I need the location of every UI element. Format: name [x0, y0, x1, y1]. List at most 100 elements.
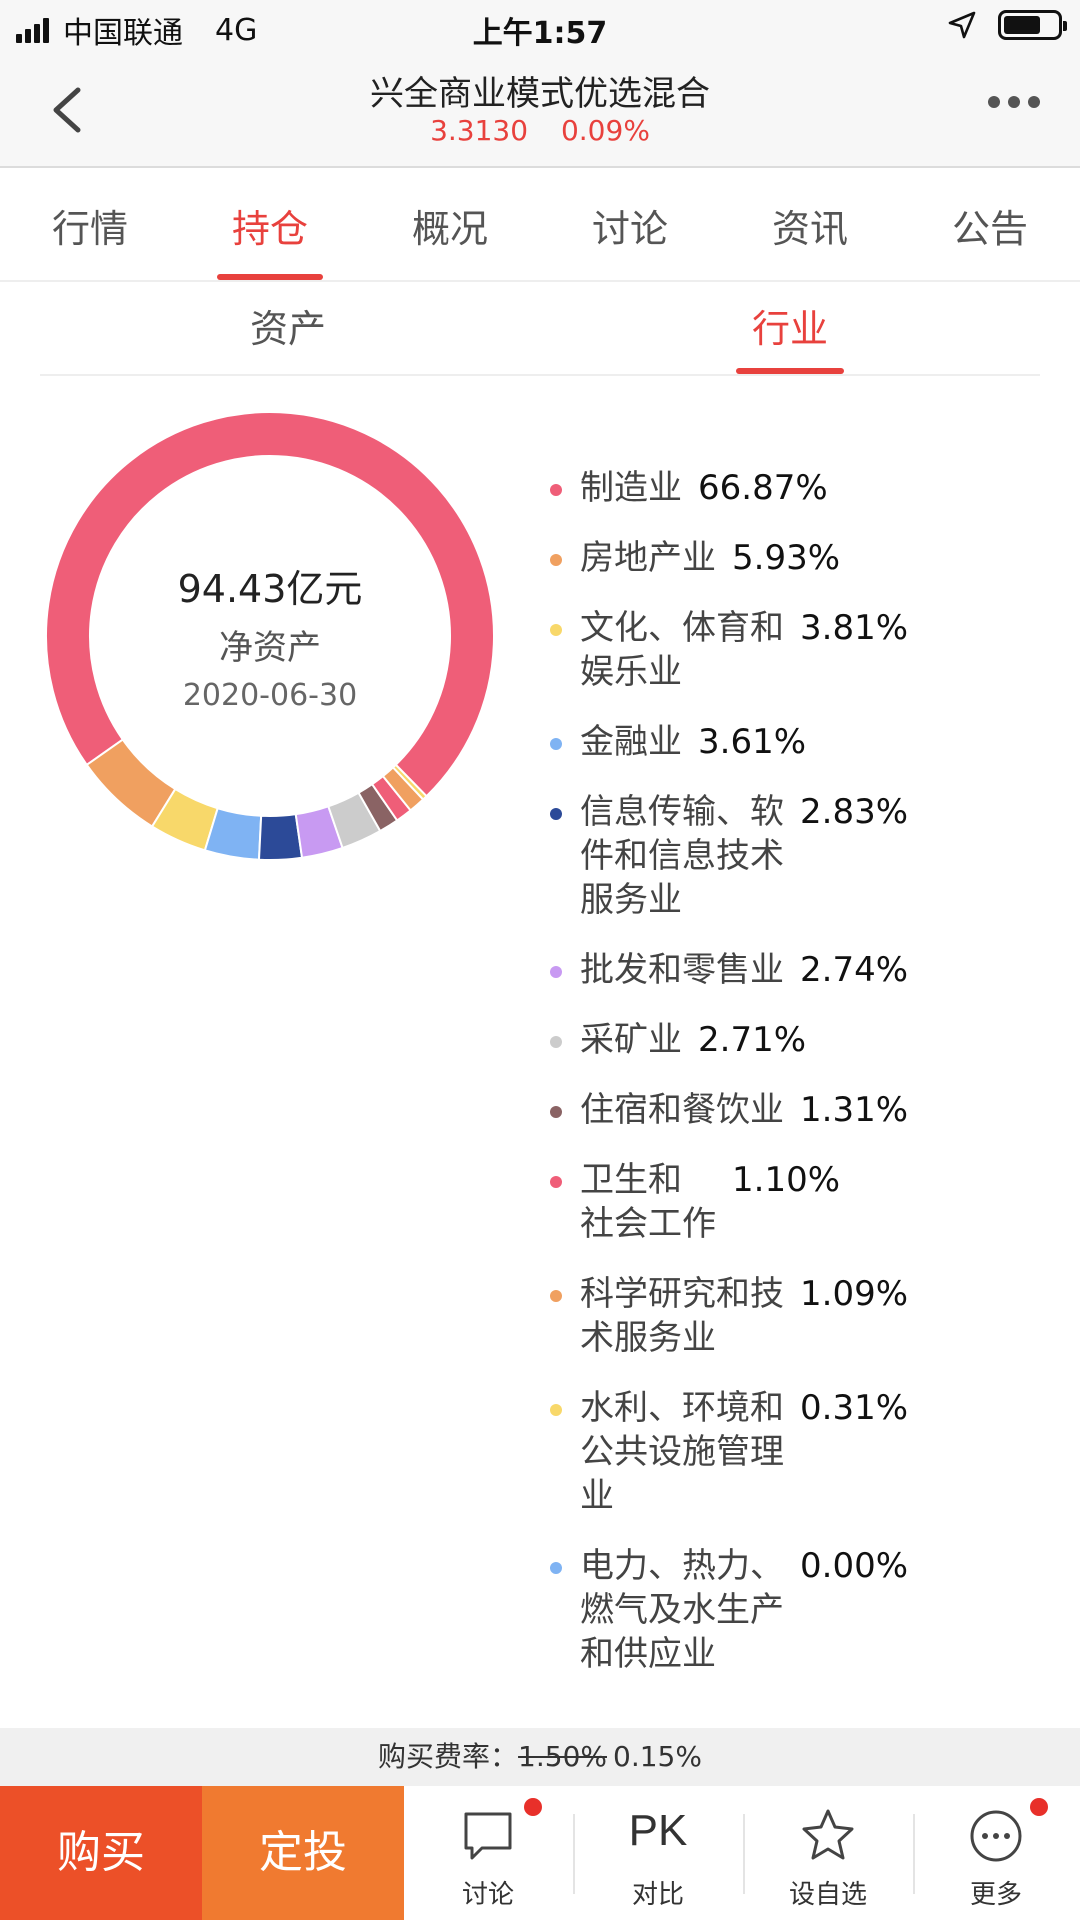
more-label: 更多 — [969, 1880, 1022, 1910]
industry-donut-chart — [45, 411, 495, 861]
legend-value: 2.83% — [800, 792, 909, 832]
legend-item: 科学研究和技 术服务业 1.09% — [550, 1272, 1050, 1360]
legend-name: 金融业 — [580, 722, 682, 762]
nav-bar: 兴全商业模式优选混合 3.3130 0.09% — [0, 56, 1080, 168]
divider — [743, 1814, 745, 1894]
location-arrow-icon — [948, 11, 976, 39]
tab-discussion[interactable]: 讨论 — [591, 207, 668, 251]
legend-dot — [550, 554, 562, 566]
fee-label: 购买费率： — [378, 1740, 519, 1773]
sub-tabs: 资产 行业 — [40, 284, 1040, 376]
donut-slice-10 — [391, 763, 428, 801]
subtab-industry[interactable]: 行业 — [752, 307, 829, 351]
tab-overview[interactable]: 概况 — [411, 207, 488, 251]
divider — [573, 1814, 575, 1894]
more-button[interactable]: 更多 — [912, 1786, 1080, 1920]
fee-original: 1.50% — [518, 1740, 607, 1773]
legend-value: 1.31% — [800, 1090, 909, 1130]
donut-center: 94.43亿元 净资产 2020-06-30 — [40, 406, 500, 866]
status-bar: 中国联通 4G 上午1:57 — [0, 0, 1080, 56]
fee-current: 0.15% — [613, 1740, 702, 1773]
legend-name: 批发和零售业 — [580, 950, 784, 990]
legend-name: 采矿业 — [580, 1020, 682, 1060]
fund-title: 兴全商业模式优选混合 — [370, 74, 710, 114]
chat-bubble-icon — [464, 1812, 512, 1860]
industry-legend: 制造业 66.87% 房地产业 5.93% 文化、体育和 娱乐业 3.81% 金融业 3.61%… — [550, 466, 1050, 1702]
legend-dot — [550, 624, 562, 636]
tab-news[interactable]: 资讯 — [771, 207, 848, 251]
legend-value: 0.00% — [800, 1546, 909, 1586]
legend-item: 水利、环境和 公共设施管理业 0.31% — [550, 1386, 1050, 1518]
tab-announcements[interactable]: 公告 — [951, 207, 1028, 251]
legend-value: 66.87% — [698, 468, 828, 508]
active-subtab-indicator — [736, 368, 844, 374]
legend-name: 电力、热力、 燃气及水生产 和供应业 — [580, 1546, 784, 1674]
fund-change: 0.09% — [560, 114, 650, 147]
compare-button[interactable]: PK 对比 — [574, 1786, 742, 1920]
battery-icon — [998, 10, 1067, 40]
legend-item: 文化、体育和 娱乐业 3.81% — [550, 606, 1050, 694]
legend-item: 制造业 66.87% — [550, 466, 1050, 510]
legend-dot — [550, 966, 562, 978]
status-right — [948, 10, 1067, 40]
legend-name: 卫生和 社会工作 — [580, 1160, 716, 1244]
legend-value: 2.71% — [698, 1020, 807, 1060]
status-time: 上午1:57 — [472, 16, 608, 51]
legend-name: 水利、环境和 公共设施管理业 — [580, 1388, 784, 1516]
net-assets-label: 净资产 — [219, 628, 321, 668]
legend-name: 文化、体育和 娱乐业 — [580, 608, 784, 692]
network-label: 4G — [215, 12, 258, 48]
legend-item: 住宿和餐饮业 1.31% — [550, 1088, 1050, 1132]
compare-label: 对比 — [631, 1880, 684, 1910]
fund-price: 3.3130 — [430, 114, 529, 147]
carrier-label: 中国联通 — [63, 16, 183, 51]
legend-name: 住宿和餐饮业 — [580, 1090, 784, 1130]
status-left: 中国联通 4G — [16, 8, 257, 52]
legend-item: 采矿业 2.71% — [550, 1018, 1050, 1062]
subtab-assets[interactable]: 资产 — [250, 307, 327, 351]
net-assets-amount: 94.43亿元 — [177, 567, 363, 611]
bottom-action-bar: 购买 定投 讨论 PK 对比 设自选 更 — [0, 1786, 1080, 1920]
active-tab-indicator — [217, 274, 323, 280]
legend-value: 5.93% — [732, 538, 841, 578]
watchlist-label: 设自选 — [788, 1880, 867, 1910]
battery-fill — [1004, 16, 1041, 34]
more-badge — [1030, 1798, 1048, 1816]
auto-invest-button[interactable]: 定投 — [202, 1786, 404, 1920]
more-dots-icon[interactable] — [988, 96, 1040, 108]
legend-value: 2.74% — [800, 950, 909, 990]
legend-item: 金融业 3.61% — [550, 720, 1050, 764]
back-chevron-icon[interactable] — [40, 80, 100, 140]
legend-dot — [550, 1562, 562, 1574]
buy-button[interactable]: 购买 — [0, 1786, 202, 1920]
legend-dot — [550, 738, 562, 750]
star-icon — [802, 1809, 854, 1860]
legend-dot — [550, 484, 562, 496]
legend-item: 房地产业 5.93% — [550, 536, 1050, 580]
legend-dot — [550, 1036, 562, 1048]
legend-dot — [550, 1176, 562, 1188]
legend-dot — [550, 1404, 562, 1416]
legend-name: 房地产业 — [580, 538, 716, 578]
pk-icon: PK — [628, 1806, 688, 1855]
legend-value: 1.09% — [800, 1274, 909, 1314]
tab-market[interactable]: 行情 — [51, 207, 128, 251]
donut-slice-0 — [45, 411, 495, 798]
legend-name: 科学研究和技 术服务业 — [580, 1274, 784, 1358]
more-circle-icon — [970, 1810, 1022, 1862]
fund-price-line: 3.3130 0.09% — [0, 114, 1080, 147]
legend-value: 0.31% — [800, 1388, 909, 1428]
add-watchlist-button[interactable]: 设自选 — [744, 1786, 912, 1920]
purchase-fee-bar: 购买费率：1.50% 0.15% — [0, 1728, 1080, 1786]
discuss-label: 讨论 — [461, 1880, 514, 1910]
tab-holdings[interactable]: 持仓 — [231, 207, 308, 251]
legend-item: 卫生和 社会工作 1.10% — [550, 1158, 1050, 1246]
discuss-badge — [524, 1798, 542, 1816]
net-assets-date: 2020-06-30 — [182, 678, 358, 713]
legend-item: 信息传输、软 件和信息技术 服务业 2.83% — [550, 790, 1050, 922]
discuss-button[interactable]: 讨论 — [404, 1786, 572, 1920]
legend-value: 3.61% — [698, 722, 807, 762]
legend-item: 电力、热力、 燃气及水生产 和供应业 0.00% — [550, 1544, 1050, 1676]
legend-name: 信息传输、软 件和信息技术 服务业 — [580, 792, 784, 920]
